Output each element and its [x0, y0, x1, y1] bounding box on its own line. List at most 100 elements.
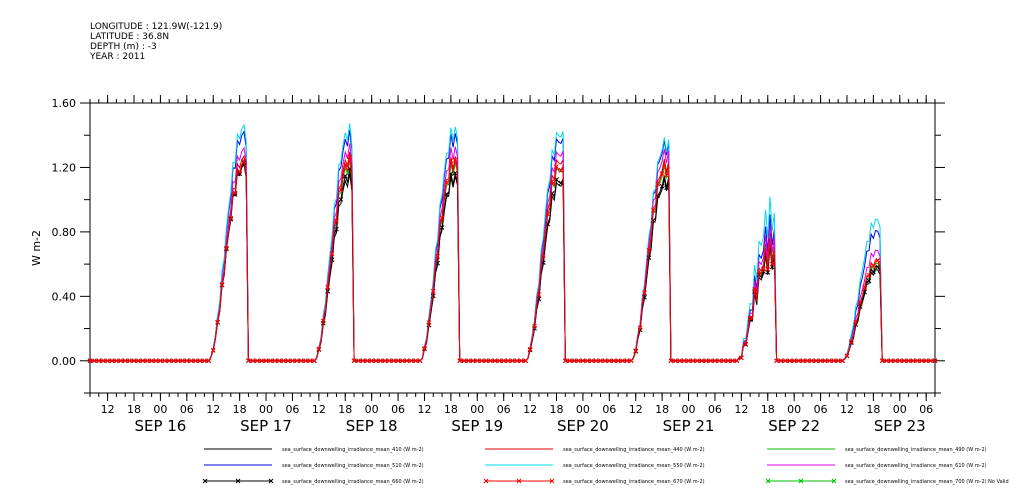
- series-marker: [452, 157, 458, 163]
- series-marker: [554, 164, 559, 169]
- series-marker: [725, 358, 731, 364]
- series-marker: [193, 358, 198, 364]
- series-marker: [109, 358, 115, 364]
- series-marker: [857, 300, 863, 306]
- series-marker: [250, 358, 256, 364]
- series-marker: [518, 358, 524, 364]
- series-marker: [672, 358, 678, 364]
- series-marker: [514, 358, 520, 364]
- y-tick-label: 1.20: [52, 161, 77, 174]
- series-marker: [897, 358, 903, 364]
- x-hour-tick-label: 06: [391, 403, 405, 416]
- series-marker: [118, 358, 124, 364]
- series-marker: [488, 358, 493, 364]
- series-marker: [171, 358, 176, 364]
- legend-label: sea_surface_downwelling_irradiance_mean_…: [282, 479, 424, 485]
- x-hour-tick-label: 12: [417, 403, 431, 416]
- series-marker: [778, 358, 784, 364]
- series-marker: [791, 358, 797, 364]
- series-marker: [915, 358, 920, 364]
- series-marker: [835, 358, 841, 364]
- series-marker: [158, 358, 163, 364]
- x-hour-tick-label: 06: [285, 403, 299, 416]
- series-marker: [699, 358, 705, 364]
- series-marker: [615, 358, 621, 364]
- series-marker: [426, 320, 432, 325]
- x-hour-tick-label: 18: [444, 403, 458, 416]
- series-marker: [545, 211, 551, 217]
- series-marker: [188, 358, 194, 364]
- series-marker: [659, 171, 665, 177]
- plot-frame: [89, 102, 936, 394]
- legend-marker: [831, 478, 837, 484]
- x-hour-tick-label: 06: [919, 403, 933, 416]
- series-marker: [325, 284, 331, 290]
- series-marker: [879, 358, 885, 364]
- y-tick-label: 0.00: [52, 355, 77, 368]
- series-marker: [144, 358, 150, 364]
- x-hour-tick-label: 18: [127, 403, 141, 416]
- series-marker: [866, 273, 872, 278]
- legend-label: sea_surface_downwelling_irradiance_mean_…: [563, 479, 705, 485]
- series-marker: [576, 358, 581, 364]
- series-marker: [246, 358, 251, 364]
- series-marker: [448, 158, 454, 163]
- series-marker: [404, 358, 410, 364]
- series-marker: [796, 358, 801, 364]
- series-marker: [391, 358, 397, 364]
- series-marker: [334, 218, 339, 224]
- series-marker: [893, 358, 898, 364]
- series-marker: [224, 245, 229, 251]
- x-hour-tick-label: 18: [233, 403, 247, 416]
- y-tick-label: 0.40: [52, 290, 77, 303]
- x-hour-tick-label: 12: [523, 403, 537, 416]
- series-marker: [549, 179, 555, 184]
- series-marker: [602, 358, 608, 364]
- series-marker: [857, 304, 863, 309]
- legend-marker: [765, 478, 771, 484]
- series-marker: [206, 358, 212, 364]
- y-axis-label: W m-2: [30, 230, 43, 266]
- series-marker: [875, 258, 881, 263]
- series-marker: [783, 358, 788, 364]
- series-marker: [474, 358, 480, 364]
- series-marker: [307, 358, 313, 364]
- series-marker: [400, 358, 405, 364]
- series-marker: [298, 358, 304, 364]
- series-marker: [871, 263, 876, 269]
- series-marker: [827, 358, 832, 364]
- series-marker: [338, 197, 344, 202]
- series-marker: [312, 358, 317, 364]
- series-marker: [92, 358, 97, 364]
- series-marker: [805, 358, 810, 364]
- legend-label: sea_surface_downwelling_irradiance_mean_…: [282, 447, 424, 453]
- series-marker: [813, 358, 819, 364]
- series-marker: [149, 358, 154, 364]
- series-marker: [532, 323, 537, 329]
- series-marker: [457, 358, 463, 364]
- series-marker: [413, 358, 419, 364]
- series-marker: [910, 358, 916, 364]
- series-marker: [228, 215, 234, 221]
- series-marker: [919, 358, 925, 364]
- series-marker: [871, 269, 876, 275]
- x-hour-tick-label: 12: [206, 403, 220, 416]
- series-marker: [906, 358, 911, 364]
- longitude-label: LONGITUDE : 121.9W(-121.9): [90, 22, 223, 32]
- x-hour-tick-label: 12: [101, 403, 115, 416]
- series-marker: [800, 358, 806, 364]
- series-marker: [479, 358, 485, 364]
- series-marker: [140, 358, 146, 364]
- x-date-label: SEP 19: [451, 417, 503, 435]
- series-marker: [712, 358, 718, 364]
- series-marker: [461, 358, 467, 364]
- legend-marker: [516, 478, 522, 484]
- series-marker: [620, 358, 625, 364]
- series-marker: [849, 339, 854, 344]
- series-marker: [180, 358, 185, 364]
- y-tick-label: 1.60: [52, 97, 77, 110]
- x-date-label: SEP 23: [874, 417, 926, 435]
- legend: sea_surface_downwelling_irradiance_mean_…: [202, 447, 1009, 485]
- series-marker: [708, 358, 713, 364]
- series-marker: [831, 358, 837, 364]
